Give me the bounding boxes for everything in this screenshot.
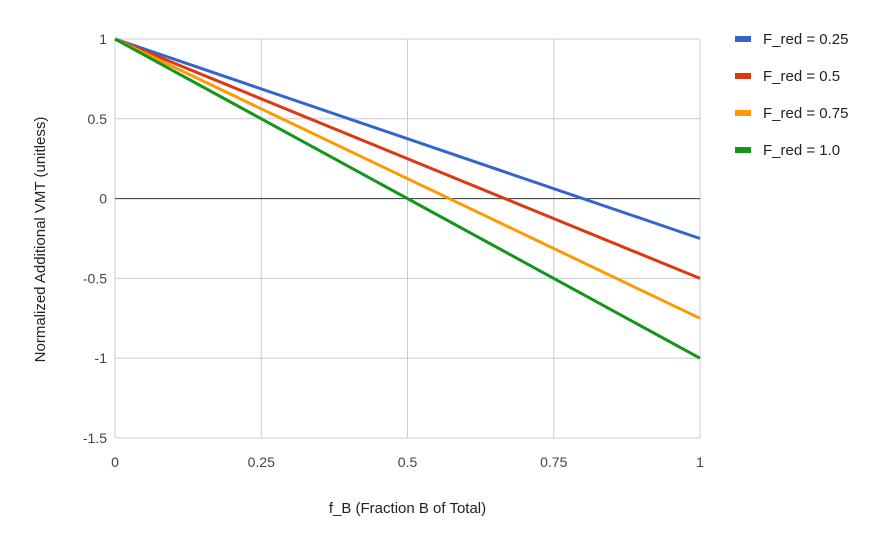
- y-tick-label: -0.5: [83, 270, 107, 286]
- legend-label: F_red = 1.0: [763, 142, 840, 159]
- legend-swatch: [735, 36, 751, 42]
- legend-item: F_red = 0.5: [735, 68, 840, 85]
- legend-label: F_red = 0.75: [763, 105, 848, 122]
- legend-label: F_red = 0.25: [763, 31, 848, 48]
- y-tick-label: 0: [99, 191, 107, 207]
- tick-labels: 0 0.25 0.5 0.75 1 1 0.5 0 -0.5 -1 -1.5: [83, 31, 704, 470]
- legend-swatch: [735, 110, 751, 116]
- y-tick-label: -1.5: [83, 430, 107, 446]
- x-axis-title: f_B (Fraction B of Total): [329, 500, 486, 517]
- series-line-1: [114, 37, 701, 280]
- series-line-0: [114, 37, 701, 240]
- legend-item: F_red = 0.75: [735, 105, 848, 122]
- grid-lines: [114, 38, 701, 439]
- y-tick-label: -1: [95, 350, 108, 366]
- x-tick-label: 0.5: [398, 454, 418, 470]
- x-tick-label: 0: [111, 454, 119, 470]
- x-tick-label: 0.25: [248, 454, 275, 470]
- series-lines: [114, 37, 701, 360]
- x-tick-label: 0.75: [540, 454, 567, 470]
- legend: F_red = 0.25 F_red = 0.5 F_red = 0.75 F_red…: [735, 31, 848, 159]
- series-line-3: [114, 37, 701, 360]
- legend-swatch: [735, 147, 751, 153]
- x-tick-label: 1: [696, 454, 704, 470]
- y-tick-label: 1: [99, 31, 107, 47]
- series-line-2: [114, 37, 701, 320]
- legend-swatch: [735, 73, 751, 79]
- legend-item: F_red = 1.0: [735, 142, 840, 159]
- legend-item: F_red = 0.25: [735, 31, 848, 48]
- legend-label: F_red = 0.5: [763, 68, 840, 85]
- y-tick-label: 0.5: [88, 111, 108, 127]
- y-axis-title: Normalized Additional VMT (unitless): [32, 117, 49, 363]
